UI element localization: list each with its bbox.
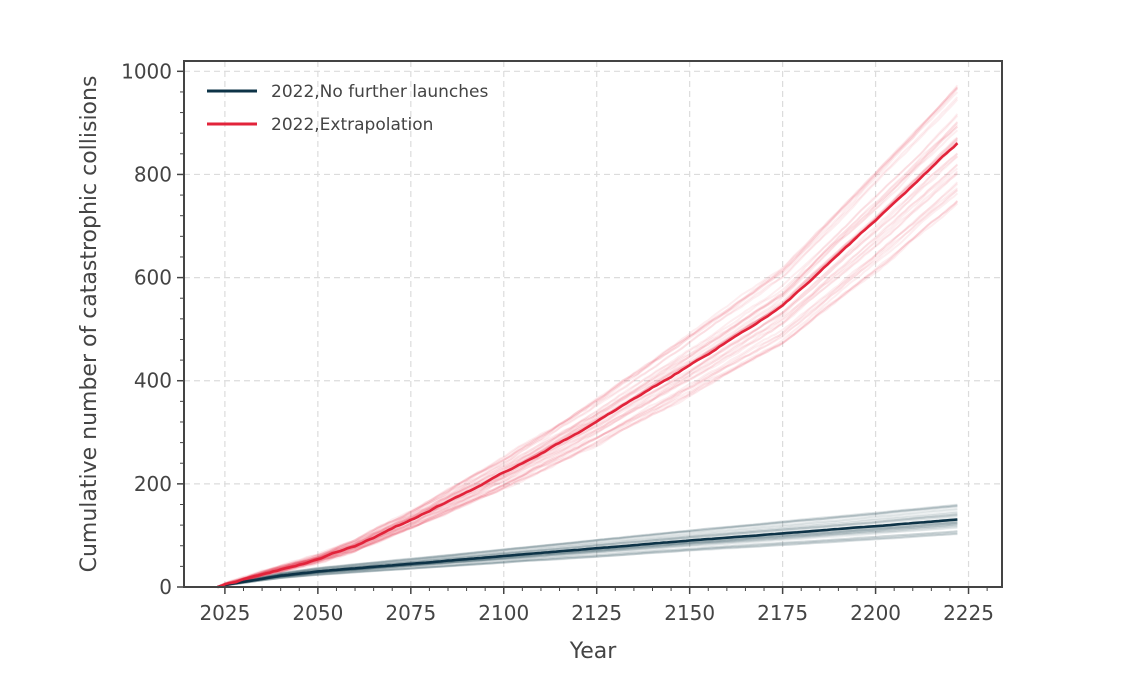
x-tick-label: 2225 xyxy=(943,601,994,625)
ensemble-run-line xyxy=(217,525,958,588)
y-axis-label: Cumulative number of catastrophic collis… xyxy=(77,76,102,573)
ensemble-run-line xyxy=(217,532,958,588)
ensemble-run-line xyxy=(217,187,959,588)
x-tick-label: 2125 xyxy=(571,601,622,625)
ensemble-run-line xyxy=(217,155,959,588)
ensemble-run-line xyxy=(217,507,958,588)
x-axis-label: Year xyxy=(569,639,618,664)
ensemble-run-line xyxy=(217,532,958,588)
y-tick-label: 800 xyxy=(134,162,172,186)
ensemble-run-line xyxy=(217,511,958,588)
ensemble-run-line xyxy=(217,192,959,588)
ensemble-run-line xyxy=(217,113,959,588)
grid xyxy=(184,61,1002,588)
ensemble-run-line xyxy=(217,172,959,588)
y-tick-label: 400 xyxy=(134,369,172,393)
y-tick-label: 600 xyxy=(134,266,172,290)
ensemble-run-line xyxy=(217,98,959,588)
ensemble-run-line xyxy=(217,526,958,588)
y-tick-label: 200 xyxy=(134,472,172,496)
ensemble-run-line xyxy=(217,91,959,588)
axes: 2025 2050 2075 2100 2125 2150 2175 2200 2225 0 200… xyxy=(121,59,994,625)
x-tick-label: 2025 xyxy=(199,601,250,625)
x-tick-label: 2150 xyxy=(664,601,715,625)
series-line-no-further-launches xyxy=(217,518,958,589)
ensemble-run-line xyxy=(217,86,959,588)
ensemble-run-line xyxy=(217,121,959,588)
ensemble-run-line xyxy=(217,153,959,588)
ensemble-run-line xyxy=(217,510,958,588)
legend-label: 2022,Extrapolation xyxy=(271,115,433,135)
ensemble-run-line xyxy=(217,530,958,588)
ensemble-run-line xyxy=(217,129,959,588)
ensemble-run-line xyxy=(217,84,959,588)
ensemble-run-line xyxy=(217,123,959,588)
ensemble-run-line xyxy=(217,87,959,588)
ensemble-run-line xyxy=(217,504,958,588)
x-tick-label: 2200 xyxy=(850,601,901,625)
y-tick-label: 0 xyxy=(159,575,172,599)
ensemble-run-line xyxy=(217,531,958,588)
ensemble-run-line xyxy=(217,200,959,588)
ensemble-run-line xyxy=(217,533,958,588)
ensemble-run-line xyxy=(217,163,959,588)
ensemble-run-line xyxy=(217,503,958,588)
ensemble-run-line xyxy=(217,530,958,588)
ensemble-runs xyxy=(217,84,959,588)
series-line-extrapolation xyxy=(217,142,959,589)
ensemble-run-line xyxy=(217,526,958,588)
series-lines xyxy=(217,142,959,589)
ensemble-run-line xyxy=(217,524,958,588)
ensemble-run-line xyxy=(217,115,959,588)
ensemble-run-line xyxy=(217,181,959,588)
ensemble-run-line xyxy=(217,96,959,588)
ensemble-run-line xyxy=(217,125,959,588)
x-tick-label: 2175 xyxy=(757,601,808,625)
x-tick-label: 2075 xyxy=(385,601,436,625)
ensemble-run-line xyxy=(217,523,958,588)
ensemble-run-line xyxy=(217,505,958,588)
x-tick-label: 2100 xyxy=(478,601,529,625)
ensemble-run-line xyxy=(217,505,958,588)
ensemble-run-line xyxy=(217,86,959,588)
ensemble-run-line xyxy=(217,524,958,588)
ensemble-run-line xyxy=(217,512,958,588)
ensemble-run-line xyxy=(217,202,959,588)
x-tick-label: 2050 xyxy=(292,601,343,625)
ensemble-run-line xyxy=(217,188,959,588)
ensemble-run-line xyxy=(217,199,959,588)
ensemble-run-line xyxy=(217,504,958,588)
ensemble-run-line xyxy=(217,183,959,588)
ensemble-run-line xyxy=(217,532,958,588)
ensemble-run-line xyxy=(217,200,959,588)
ensemble-run-line xyxy=(217,189,959,588)
ensemble-run-line xyxy=(217,87,959,588)
ensemble-run-line xyxy=(217,505,958,588)
ensemble-run-line xyxy=(217,530,958,588)
legend: 2022,No further launches 2022,Extrapolati… xyxy=(207,82,488,135)
ensemble-run-line xyxy=(217,508,958,588)
plot-frame xyxy=(183,60,1003,588)
ensemble-run-line xyxy=(217,167,959,588)
legend-label: 2022,No further launches xyxy=(271,82,488,102)
ensemble-run-line xyxy=(217,503,958,588)
y-tick-label: 1000 xyxy=(121,59,172,83)
